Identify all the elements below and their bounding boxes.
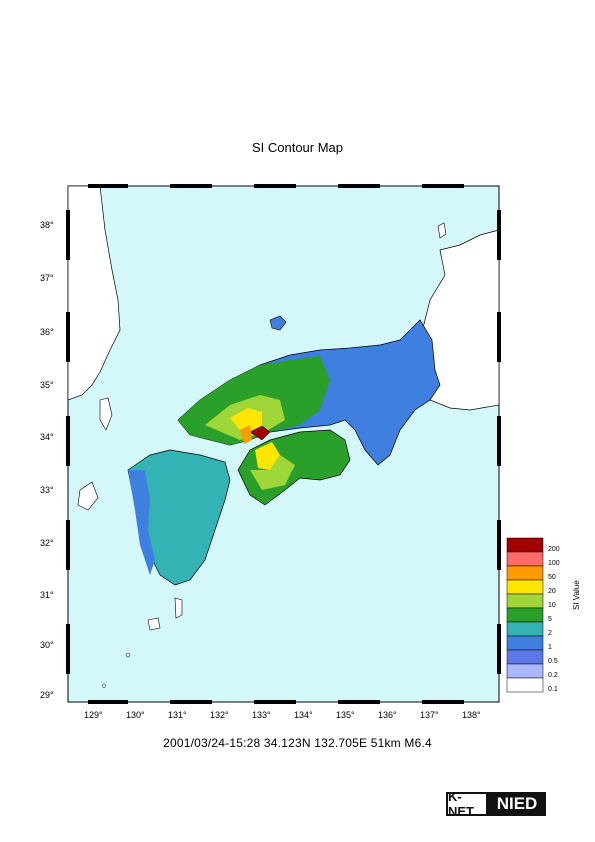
lon-label: 138° xyxy=(462,710,481,720)
lat-label: 29° xyxy=(40,690,54,700)
legend-label: 2 xyxy=(548,630,552,637)
lat-label: 35° xyxy=(40,380,54,390)
legend-label: 1 xyxy=(548,644,552,651)
lon-label: 131° xyxy=(168,710,187,720)
map-title: SI Contour Map xyxy=(251,140,344,155)
chugoku-yellow-zone xyxy=(230,408,262,436)
lon-label: 130° xyxy=(126,710,145,720)
korea-landmass xyxy=(67,185,121,401)
legend-label: 200 xyxy=(548,546,560,553)
lat-label: 31° xyxy=(40,590,54,600)
lat-label: 37° xyxy=(40,273,54,283)
legend-label: 5 xyxy=(548,616,552,623)
legend-label: 0.1 xyxy=(548,686,558,693)
lon-label: 135° xyxy=(336,710,355,720)
legend-label: 10 xyxy=(548,602,556,609)
yakushima-island xyxy=(147,617,161,631)
tanegashima-island xyxy=(174,597,183,619)
legend-label: 50 xyxy=(548,574,556,581)
goto-islands xyxy=(77,481,99,511)
lat-label: 34° xyxy=(40,432,54,442)
lon-label: 129° xyxy=(84,710,103,720)
lat-label: 33° xyxy=(40,485,54,495)
lat-label: 30° xyxy=(40,640,54,650)
sado-island xyxy=(437,222,447,239)
lat-label: 32° xyxy=(40,538,54,548)
epicenter-orange-zone xyxy=(240,425,252,444)
logo-nied: NIED xyxy=(488,792,546,816)
legend-label: 100 xyxy=(548,560,560,567)
logo-knet: K-NET xyxy=(446,789,488,819)
legend-label: 20 xyxy=(548,588,556,595)
oki-island xyxy=(269,315,287,331)
small-island xyxy=(125,652,131,658)
legend-label: 0.5 xyxy=(548,658,558,665)
honshu-east-landmass xyxy=(419,229,500,411)
frame-ticks xyxy=(66,184,501,704)
lon-label: 132° xyxy=(210,710,229,720)
legend-title: SI Value xyxy=(572,580,581,610)
legend-boxes xyxy=(506,537,544,693)
epicenter-zone xyxy=(249,425,271,441)
shikoku-yellow-zone xyxy=(255,442,280,470)
lat-label: 36° xyxy=(40,327,54,337)
lon-label: 134° xyxy=(294,710,313,720)
kyushu-blue-west xyxy=(128,470,155,575)
shikoku-lightgreen-zone xyxy=(250,455,295,490)
lat-label: 38° xyxy=(40,220,54,230)
event-caption: 2001/03/24-15:28 34.123N 132.705E 51km M… xyxy=(163,736,432,750)
tsushima-island xyxy=(99,397,113,431)
small-island xyxy=(102,684,106,688)
legend-label: 0.2 xyxy=(548,672,558,679)
knet-nied-logo: K-NET NIED xyxy=(446,789,546,819)
lon-label: 133° xyxy=(252,710,271,720)
lon-label: 136° xyxy=(378,710,397,720)
lon-label: 137° xyxy=(420,710,439,720)
